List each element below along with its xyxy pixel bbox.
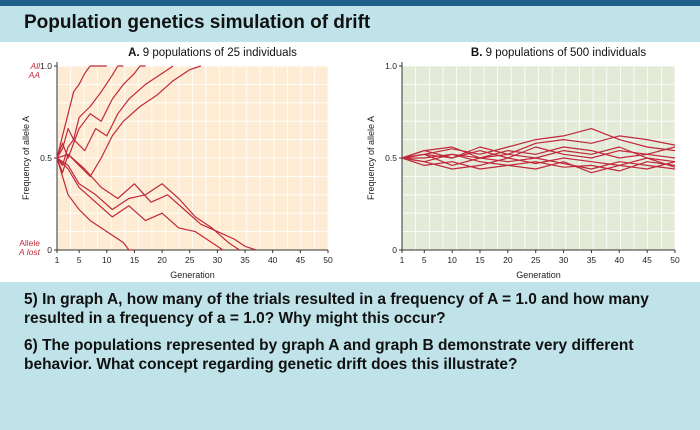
x-tick-label-b: 20 (503, 255, 513, 265)
series-line-b-1 (401, 127, 676, 159)
y-tick-label-a: 1.0 (40, 61, 52, 71)
y-axis-label-b: Frequency of allele A (366, 116, 376, 200)
question-6: 6) The populations represented by graph … (24, 337, 634, 373)
x-tick-label-b: 1 (400, 255, 405, 265)
x-tick-label-b: 40 (615, 255, 625, 265)
x-tick-label-b: 15 (475, 255, 485, 265)
figure-panel: 1 5 10 15 20 25 30 35 40 45 50 0 0.5 1.0 A. 9 populati… (0, 42, 700, 282)
x-tick-label-a: 50 (323, 255, 333, 265)
x-axis-label-a: Generation (170, 270, 215, 280)
x-tick-label-a: 20 (157, 255, 167, 265)
x-tick-label-b: 35 (587, 255, 597, 265)
label-aa: AA (28, 70, 41, 80)
x-tick-label-a: 30 (213, 255, 223, 265)
slide-title: Population genetics simulation of drift (24, 12, 371, 33)
y-tick-label-b: 0.5 (385, 153, 397, 163)
y-axis-label-a: Frequency of allele A (21, 116, 31, 200)
x-tick-label-a: 1 (55, 255, 60, 265)
x-tick-label-b: 10 (447, 255, 457, 265)
series-line-b-9 (401, 146, 676, 159)
series-line-a-9 (56, 153, 257, 251)
series-line-a-6 (56, 157, 135, 251)
x-tick-label-b: 30 (559, 255, 569, 265)
label-a-lost: A lost (18, 247, 41, 257)
label-allele: Allele (19, 238, 40, 248)
y-tick-label-b: 0 (392, 245, 397, 255)
series-line-a-7 (56, 157, 224, 251)
series-line-b-7 (401, 146, 676, 163)
x-tick-label-a: 35 (240, 255, 250, 265)
series-line-b-8 (401, 157, 676, 170)
x-tick-label-a: 10 (102, 255, 112, 265)
y-tick-label-a: 0 (47, 245, 52, 255)
series-line-a-8 (56, 157, 240, 251)
x-tick-label-b: 5 (422, 255, 427, 265)
x-tick-label-a: 15 (130, 255, 140, 265)
x-tick-label-b: 25 (531, 255, 541, 265)
series-line-a-2 (56, 65, 124, 159)
series-line-a-1 (56, 65, 107, 159)
x-tick-label-a: 5 (77, 255, 82, 265)
x-tick-label-a: 45 (296, 255, 306, 265)
series-line-b-5 (401, 157, 676, 172)
x-tick-label-a: 25 (185, 255, 195, 265)
panel-title-text-b: 9 populations of 500 individuals (486, 47, 647, 59)
top-accent-bar (0, 0, 700, 6)
x-axis-label-b: Generation (516, 270, 561, 280)
question-5: 5) In graph A, how many of the trials re… (24, 291, 649, 327)
series-line-b-6 (402, 153, 676, 174)
panel-letter-b: B. (471, 47, 486, 59)
panel-title-text-a: 9 populations of 25 individuals (143, 47, 297, 59)
x-tick-label-a: 40 (268, 255, 278, 265)
chart-title-a: A. 9 populations of 25 individuals (128, 47, 297, 59)
x-tick-label-b: 50 (670, 255, 680, 265)
chart-title-b: B. 9 populations of 500 individuals (471, 47, 646, 59)
y-tick-label-b: 1.0 (385, 61, 397, 71)
panel-letter-a: A. (128, 47, 143, 59)
label-all: All (30, 61, 42, 71)
x-tick-label-b: 45 (642, 255, 652, 265)
series-line-a-4 (56, 65, 174, 167)
y-tick-label-a: 0.5 (40, 153, 52, 163)
